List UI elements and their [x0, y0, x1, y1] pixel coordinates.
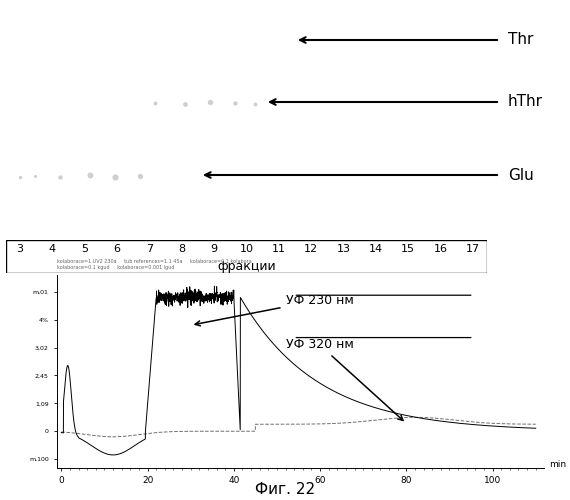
Text: 17: 17	[466, 244, 480, 254]
Text: 4: 4	[49, 244, 56, 254]
Point	[111, 173, 120, 181]
Point	[15, 173, 25, 181]
Text: kolaborace=0.1 kgud     kolaborace=0.001 lgud: kolaborace=0.1 kgud kolaborace=0.001 lgu…	[57, 265, 174, 270]
Text: 8: 8	[178, 244, 185, 254]
Text: kolaborace=1.UV2 230a     tub references=1.1 45a     kolaborace=0.1 kolabora: kolaborace=1.UV2 230a tub references=1.1…	[57, 260, 252, 264]
Text: min: min	[549, 460, 566, 469]
Text: 14: 14	[369, 244, 383, 254]
Text: Фиг. 22: Фиг. 22	[255, 482, 315, 498]
Text: 10: 10	[239, 244, 254, 254]
Text: УФ 230 нм: УФ 230 нм	[195, 294, 353, 326]
Text: фракции: фракции	[217, 260, 276, 273]
Text: УФ 320 нм: УФ 320 нм	[286, 338, 403, 420]
Point	[250, 100, 259, 108]
Text: 5: 5	[82, 244, 88, 254]
Point	[136, 172, 145, 180]
Point	[205, 98, 214, 106]
Point	[30, 172, 39, 180]
Point	[150, 99, 160, 107]
Text: 16: 16	[434, 244, 447, 254]
Point	[230, 99, 239, 107]
Text: 7: 7	[146, 244, 153, 254]
Point	[86, 171, 95, 179]
Text: 15: 15	[401, 244, 415, 254]
Text: Thr: Thr	[508, 32, 534, 48]
Text: 6: 6	[113, 244, 121, 254]
Text: Glu: Glu	[508, 168, 534, 182]
Text: 12: 12	[304, 244, 318, 254]
Text: 13: 13	[336, 244, 351, 254]
Text: 3: 3	[17, 244, 23, 254]
FancyBboxPatch shape	[6, 240, 487, 272]
Point	[181, 100, 190, 108]
Text: 11: 11	[272, 244, 286, 254]
Point	[55, 173, 64, 181]
Text: hThr: hThr	[508, 94, 543, 110]
Text: 9: 9	[211, 244, 218, 254]
